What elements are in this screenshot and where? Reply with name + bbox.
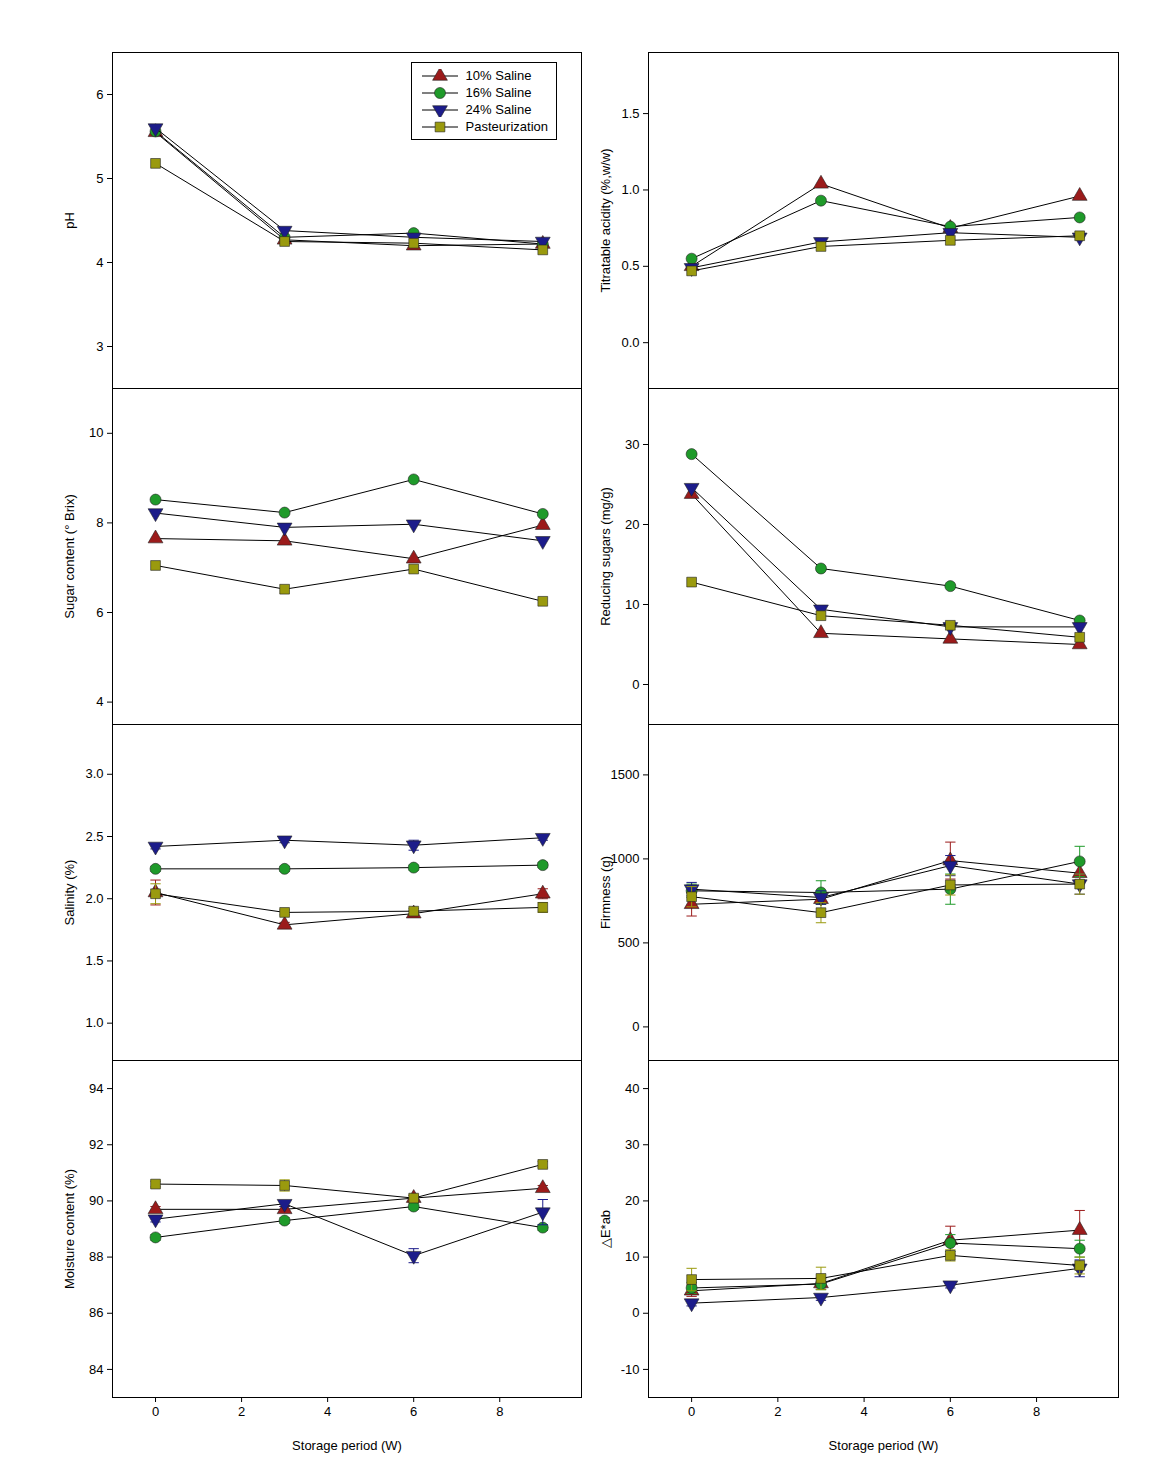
svg-text:3: 3 bbox=[96, 339, 103, 354]
svg-text:1.0: 1.0 bbox=[85, 1015, 103, 1030]
svg-text:92: 92 bbox=[89, 1137, 103, 1152]
svg-text:0: 0 bbox=[688, 1404, 695, 1419]
svg-text:2.0: 2.0 bbox=[85, 891, 103, 906]
svg-text:Storage period (W): Storage period (W) bbox=[829, 1438, 939, 1453]
svg-text:10: 10 bbox=[89, 425, 103, 440]
svg-text:Moisture content (%): Moisture content (%) bbox=[62, 1169, 77, 1289]
svg-text:500: 500 bbox=[618, 935, 640, 950]
svg-text:84: 84 bbox=[89, 1362, 103, 1377]
svg-text:1500: 1500 bbox=[611, 767, 640, 782]
svg-text:4: 4 bbox=[860, 1404, 867, 1419]
svg-text:1000: 1000 bbox=[611, 851, 640, 866]
svg-text:Titratable acidity (%,w/w): Titratable acidity (%,w/w) bbox=[598, 149, 613, 293]
svg-text:△E*ab: △E*ab bbox=[598, 1210, 613, 1248]
svg-text:30: 30 bbox=[625, 1137, 639, 1152]
svg-text:Sugar content (° Brix): Sugar content (° Brix) bbox=[62, 494, 77, 618]
html-text:16% Saline: 16% Saline bbox=[465, 85, 532, 100]
svg-text:6: 6 bbox=[947, 1404, 954, 1419]
svg-text:90: 90 bbox=[89, 1193, 103, 1208]
svg-text:2: 2 bbox=[238, 1404, 245, 1419]
svg-text:86: 86 bbox=[89, 1305, 103, 1320]
svg-text:Reducing sugars (mg/g): Reducing sugars (mg/g) bbox=[598, 487, 613, 626]
svg-text:0.0: 0.0 bbox=[621, 335, 639, 350]
svg-text:6: 6 bbox=[410, 1404, 417, 1419]
svg-text:0: 0 bbox=[152, 1404, 159, 1419]
svg-text:6: 6 bbox=[96, 87, 103, 102]
svg-text:Firmness (g): Firmness (g) bbox=[598, 856, 613, 929]
svg-text:2.5: 2.5 bbox=[85, 829, 103, 844]
svg-text:8: 8 bbox=[96, 515, 103, 530]
svg-text:4: 4 bbox=[324, 1404, 331, 1419]
svg-text:0: 0 bbox=[632, 677, 639, 692]
svg-text:Salinity (%): Salinity (%) bbox=[62, 860, 77, 926]
svg-text:20: 20 bbox=[625, 1193, 639, 1208]
svg-text:1.5: 1.5 bbox=[85, 953, 103, 968]
svg-text:4: 4 bbox=[96, 694, 103, 709]
svg-text:1.5: 1.5 bbox=[621, 106, 639, 121]
svg-text:6: 6 bbox=[96, 605, 103, 620]
svg-text:10: 10 bbox=[625, 1249, 639, 1264]
html-text:10% Saline: 10% Saline bbox=[465, 68, 532, 83]
svg-text:94: 94 bbox=[89, 1081, 103, 1096]
svg-text:5: 5 bbox=[96, 171, 103, 186]
html-text:24% Saline: 24% Saline bbox=[465, 102, 532, 117]
html-text:Pasteurization: Pasteurization bbox=[465, 119, 548, 134]
svg-text:10: 10 bbox=[625, 597, 639, 612]
svg-text:0: 0 bbox=[632, 1019, 639, 1034]
svg-text:88: 88 bbox=[89, 1249, 103, 1264]
svg-text:40: 40 bbox=[625, 1081, 639, 1096]
svg-text:Storage period (W): Storage period (W) bbox=[292, 1438, 402, 1453]
svg-text:3.0: 3.0 bbox=[85, 766, 103, 781]
svg-text:-10: -10 bbox=[621, 1362, 640, 1377]
svg-text:2: 2 bbox=[774, 1404, 781, 1419]
svg-text:pH: pH bbox=[62, 212, 77, 229]
svg-text:4: 4 bbox=[96, 255, 103, 270]
svg-text:1.0: 1.0 bbox=[621, 182, 639, 197]
svg-text:0: 0 bbox=[632, 1305, 639, 1320]
svg-text:8: 8 bbox=[496, 1404, 503, 1419]
svg-text:8: 8 bbox=[1033, 1404, 1040, 1419]
svg-text:0.5: 0.5 bbox=[621, 258, 639, 273]
svg-text:30: 30 bbox=[625, 437, 639, 452]
svg-text:20: 20 bbox=[625, 517, 639, 532]
